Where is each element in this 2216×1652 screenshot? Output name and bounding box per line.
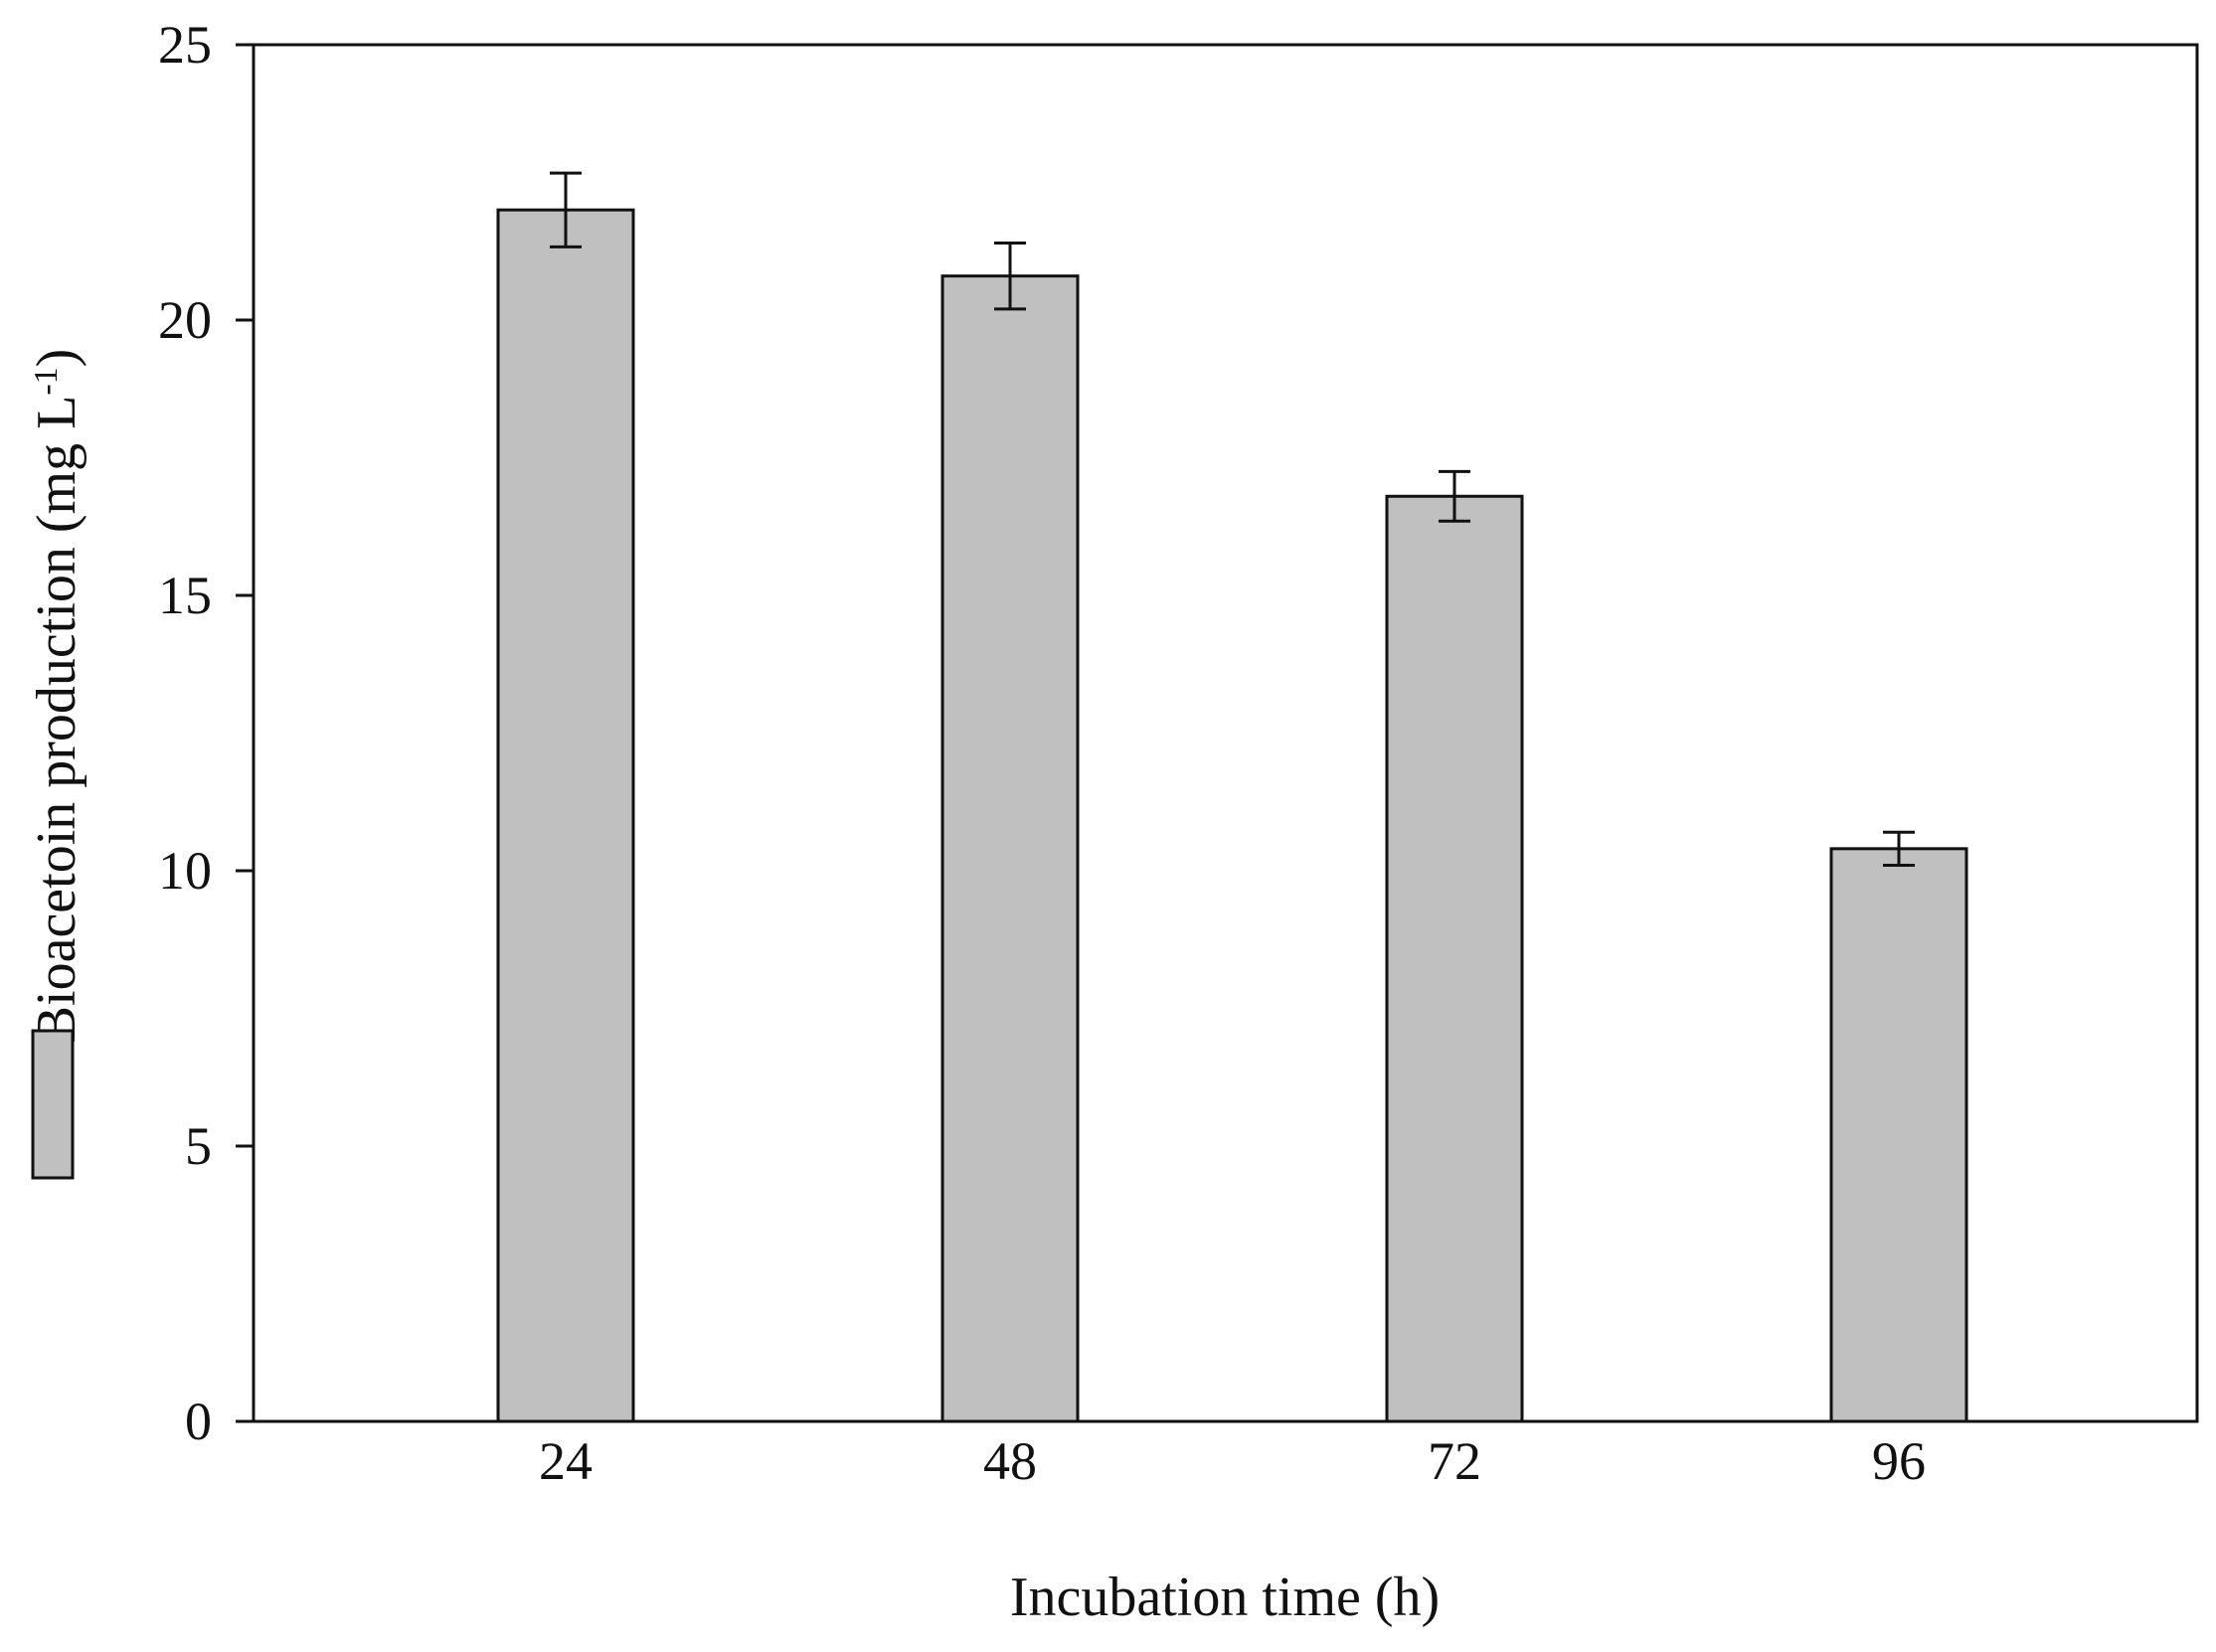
y-tick-label: 5 xyxy=(185,1116,212,1176)
y-tick-label: 10 xyxy=(158,841,212,901)
y-axis-title-superscript: -1 xyxy=(28,367,65,395)
bar xyxy=(940,274,1080,1423)
y-tick-label: 0 xyxy=(185,1392,212,1451)
y-axis: 0 5 10 15 20 25 xyxy=(158,15,254,1451)
y-tick-label: 25 xyxy=(158,15,212,75)
bar xyxy=(1385,494,1524,1423)
x-tick-label: 96 xyxy=(1872,1431,1926,1491)
y-axis-title: Bioacetoin production (mg L-1) xyxy=(26,349,87,1044)
bar xyxy=(496,208,635,1423)
bar xyxy=(1829,847,1968,1423)
y-axis-title-close: ) xyxy=(26,349,87,368)
x-tick-label: 72 xyxy=(1428,1431,1481,1491)
error-bars-group xyxy=(550,171,1915,867)
y-tick-label: 15 xyxy=(158,566,212,625)
plot-frame xyxy=(252,43,2199,1423)
x-tick-label: 24 xyxy=(539,1431,593,1491)
x-axis: 24 48 72 96 xyxy=(539,1431,1926,1491)
legend-swatch xyxy=(31,1029,75,1180)
bars-group xyxy=(496,208,1968,1423)
x-tick-label: 48 xyxy=(983,1431,1037,1491)
y-tick-label: 20 xyxy=(158,290,212,350)
x-axis-title: Incubation time (h) xyxy=(1010,1567,1440,1628)
y-axis-title-main: Bioacetoin production (mg L xyxy=(26,396,87,1044)
